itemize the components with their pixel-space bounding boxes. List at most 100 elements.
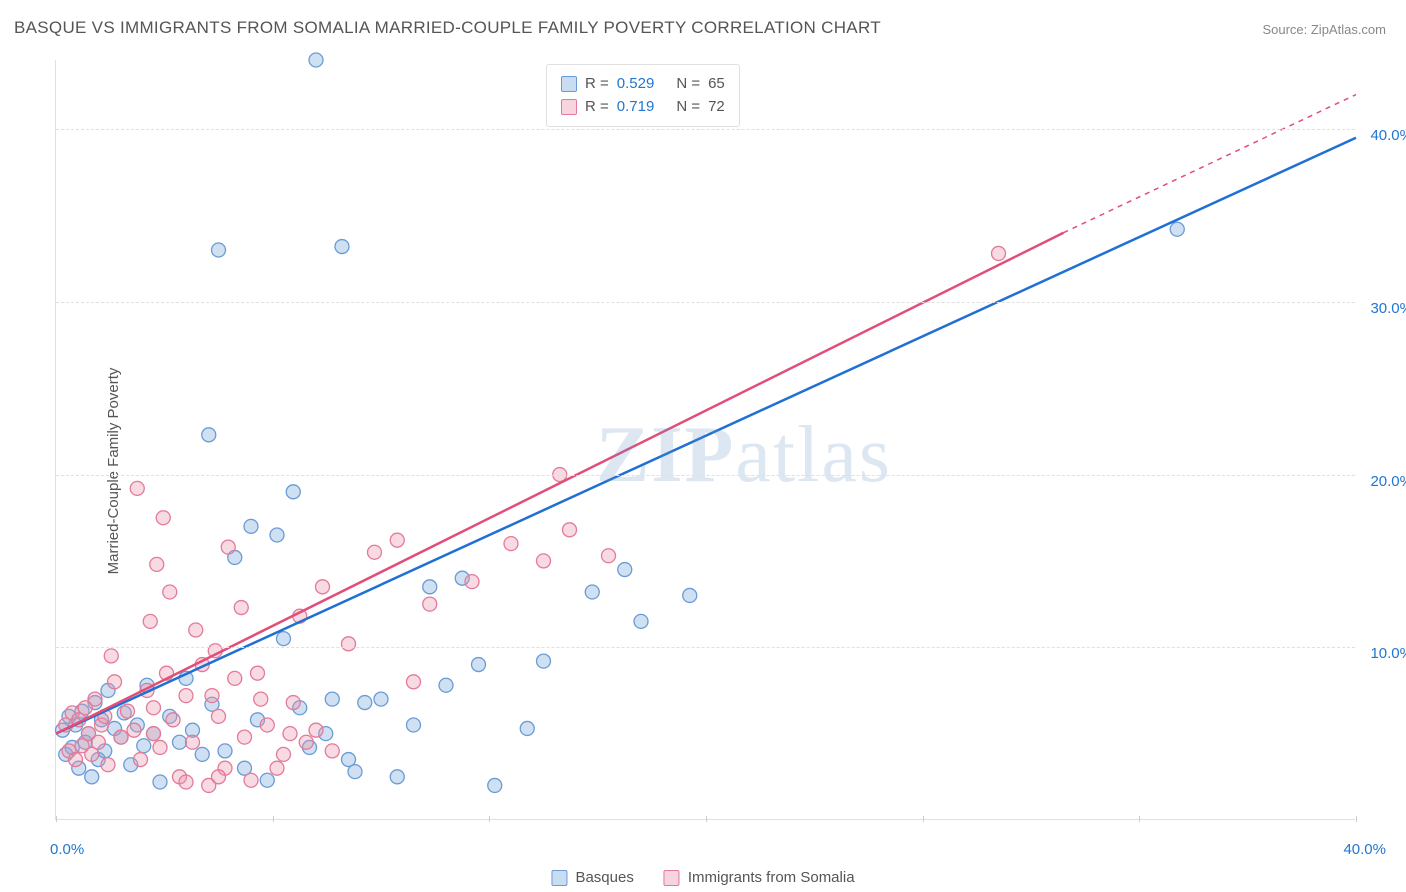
gridline-h — [56, 302, 1355, 303]
data-point — [251, 666, 265, 680]
data-point — [150, 557, 164, 571]
data-point — [423, 597, 437, 611]
regression-line — [56, 233, 1064, 734]
data-point — [407, 718, 421, 732]
data-point — [85, 770, 99, 784]
series-legend: Basques Immigrants from Somalia — [551, 869, 854, 886]
data-point — [374, 692, 388, 706]
r-value-somalia: 0.719 — [617, 96, 655, 119]
y-tick-label: 10.0% — [1370, 645, 1406, 662]
r-label: R = — [585, 73, 609, 96]
data-point — [563, 523, 577, 537]
data-point — [488, 778, 502, 792]
data-point — [114, 730, 128, 744]
data-point — [91, 735, 105, 749]
data-point — [173, 735, 187, 749]
swatch-somalia — [561, 99, 577, 115]
data-point — [153, 740, 167, 754]
data-point — [683, 588, 697, 602]
data-point — [179, 689, 193, 703]
swatch-basques — [561, 76, 577, 92]
data-point — [325, 692, 339, 706]
r-label: R = — [585, 96, 609, 119]
y-tick-label: 20.0% — [1370, 473, 1406, 490]
data-point — [277, 632, 291, 646]
data-point — [465, 575, 479, 589]
data-point — [244, 519, 258, 533]
data-point — [260, 718, 274, 732]
plot-svg — [56, 60, 1356, 820]
data-point — [537, 554, 551, 568]
correlation-legend: R = 0.529 N = 65 R = 0.719 N = 72 — [546, 64, 740, 127]
data-point — [283, 727, 297, 741]
data-point — [348, 765, 362, 779]
data-point — [244, 773, 258, 787]
data-point — [205, 689, 219, 703]
source-prefix: Source: — [1262, 22, 1310, 37]
data-point — [423, 580, 437, 594]
data-point — [189, 623, 203, 637]
x-axis-max-label: 40.0% — [1343, 841, 1386, 858]
data-point — [234, 601, 248, 615]
data-point — [212, 243, 226, 257]
data-point — [270, 761, 284, 775]
data-point — [186, 735, 200, 749]
regression-line-extrapolated — [1064, 95, 1357, 233]
data-point — [108, 675, 122, 689]
x-tick — [706, 816, 707, 822]
data-point — [137, 739, 151, 753]
x-tick — [1139, 816, 1140, 822]
source-attribution: Source: ZipAtlas.com — [1262, 22, 1386, 37]
chart-title: BASQUE VS IMMIGRANTS FROM SOMALIA MARRIE… — [14, 18, 881, 38]
plot-area: ZIPatlas R = 0.529 N = 65 R = 0.719 N = … — [55, 60, 1355, 820]
n-label: N = — [676, 73, 700, 96]
data-point — [439, 678, 453, 692]
data-point — [254, 692, 268, 706]
data-point — [299, 735, 313, 749]
data-point — [238, 730, 252, 744]
legend-item-basques: Basques — [551, 869, 633, 886]
data-point — [127, 723, 141, 737]
data-point — [286, 696, 300, 710]
data-point — [390, 770, 404, 784]
source-link[interactable]: ZipAtlas.com — [1311, 22, 1386, 37]
data-point — [992, 246, 1006, 260]
data-point — [218, 744, 232, 758]
data-point — [69, 753, 83, 767]
r-value-basques: 0.529 — [617, 73, 655, 96]
data-point — [342, 637, 356, 651]
data-point — [163, 585, 177, 599]
x-tick — [923, 816, 924, 822]
gridline-h — [56, 129, 1355, 130]
x-tick — [56, 816, 57, 822]
data-point — [472, 658, 486, 672]
y-tick-label: 30.0% — [1370, 300, 1406, 317]
x-axis-zero-label: 0.0% — [50, 841, 84, 858]
data-point — [212, 770, 226, 784]
swatch-somalia-icon — [664, 870, 680, 886]
data-point — [228, 671, 242, 685]
x-tick — [1356, 816, 1357, 822]
data-point — [390, 533, 404, 547]
x-tick — [489, 816, 490, 822]
data-point — [147, 701, 161, 715]
data-point — [316, 580, 330, 594]
data-point — [104, 649, 118, 663]
data-point — [153, 775, 167, 789]
legend-label-basques: Basques — [575, 869, 633, 886]
legend-item-somalia: Immigrants from Somalia — [664, 869, 855, 886]
data-point — [270, 528, 284, 542]
gridline-h — [56, 647, 1355, 648]
data-point — [130, 481, 144, 495]
data-point — [147, 727, 161, 741]
data-point — [286, 485, 300, 499]
chart-container: Married-Couple Family Poverty ZIPatlas R… — [0, 50, 1406, 892]
data-point — [88, 692, 102, 706]
x-tick — [273, 816, 274, 822]
swatch-basques-icon — [551, 870, 567, 886]
data-point — [277, 747, 291, 761]
data-point — [335, 240, 349, 254]
regression-line — [56, 138, 1356, 734]
data-point — [195, 747, 209, 761]
legend-row-basques: R = 0.529 N = 65 — [561, 73, 725, 96]
